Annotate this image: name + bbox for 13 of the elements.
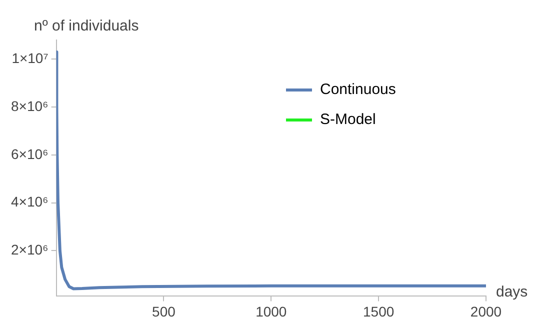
x-axis-title: days [496,283,528,300]
legend-label: S-Model [320,111,376,128]
y-tick-label: 8×10⁶ [11,98,48,114]
x-tick-label: 1500 [362,303,394,320]
x-tick-label: 1000 [256,303,287,320]
y-tick-label: 4×10⁶ [11,194,48,210]
x-tick-label: 500 [152,303,176,320]
y-tick-label: 1×10⁷ [12,50,48,66]
y-axis-title: nº of individuals [34,18,139,35]
legend-label: Continuous [320,81,396,98]
y-tick-label: 6×10⁶ [11,146,48,162]
x-tick-label: 2000 [470,303,502,320]
y-tick-label: 2×10⁶ [11,242,48,258]
